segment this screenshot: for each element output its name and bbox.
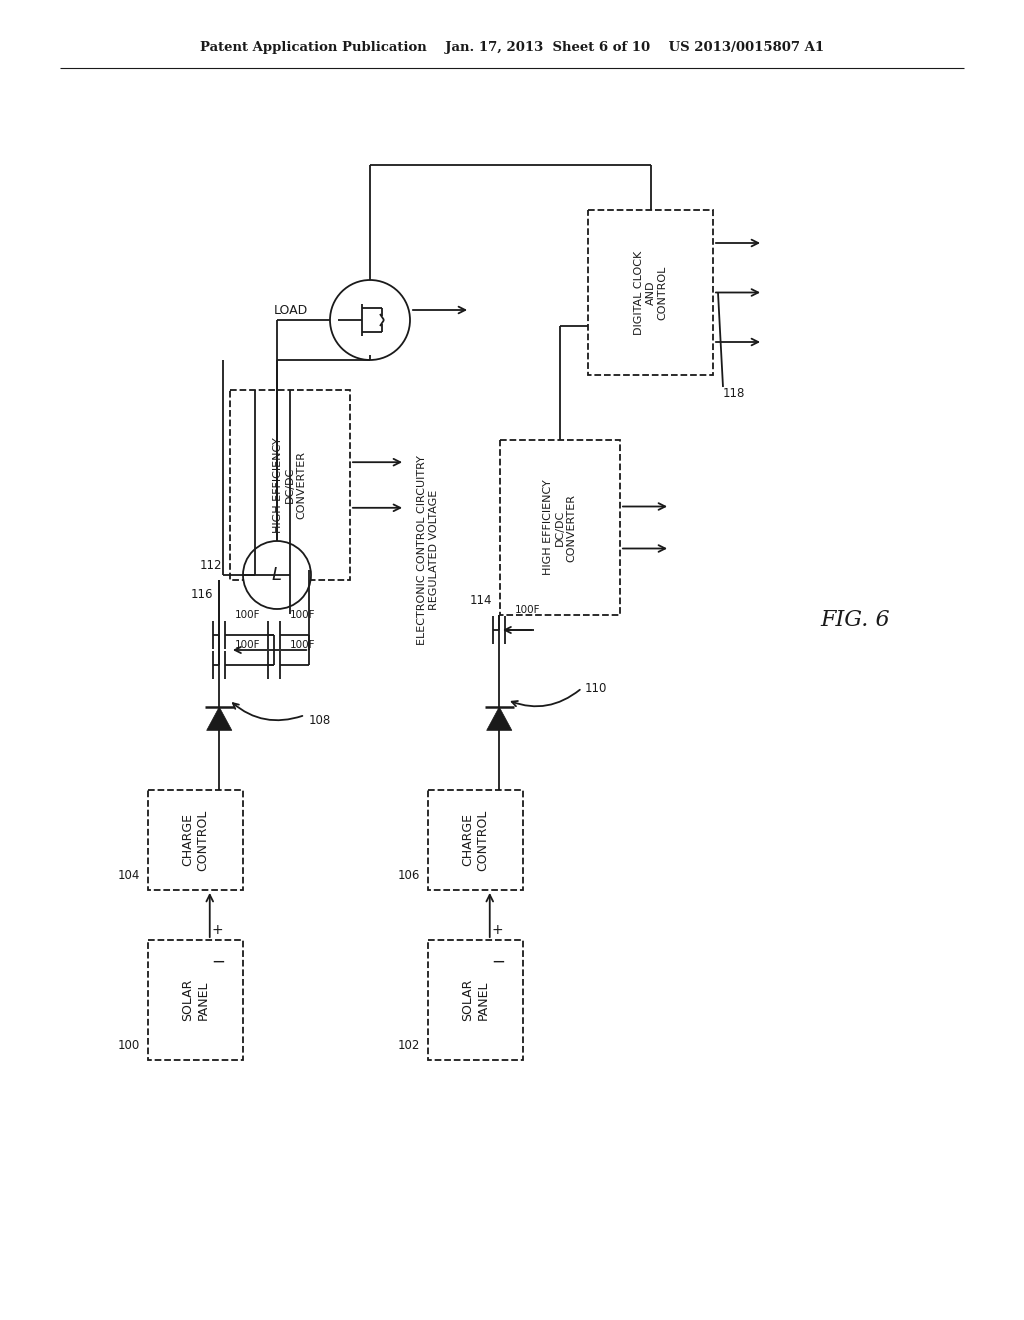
Text: 108: 108 bbox=[309, 714, 331, 726]
Circle shape bbox=[330, 280, 410, 360]
Text: 100F: 100F bbox=[234, 640, 260, 649]
Text: FIG. 6: FIG. 6 bbox=[820, 609, 890, 631]
Text: 100F: 100F bbox=[290, 610, 315, 620]
Polygon shape bbox=[486, 708, 512, 730]
Text: 104: 104 bbox=[118, 869, 140, 882]
Bar bbox=[230, 389, 350, 579]
Text: CHARGE
CONTROL: CHARGE CONTROL bbox=[462, 809, 489, 871]
Bar bbox=[500, 440, 620, 615]
Text: Patent Application Publication    Jan. 17, 2013  Sheet 6 of 10    US 2013/001580: Patent Application Publication Jan. 17, … bbox=[200, 41, 824, 54]
Text: DIGITAL CLOCK
AND
CONTROL: DIGITAL CLOCK AND CONTROL bbox=[634, 251, 667, 335]
Circle shape bbox=[243, 541, 311, 609]
Bar bbox=[428, 940, 523, 1060]
Polygon shape bbox=[207, 708, 231, 730]
Text: L: L bbox=[272, 566, 282, 583]
Text: −: − bbox=[211, 953, 224, 972]
Text: ELECTRONIC CONTROL CIRCUITRY
REGULATED VOLTAGE: ELECTRONIC CONTROL CIRCUITRY REGULATED V… bbox=[417, 455, 439, 645]
Text: 100F: 100F bbox=[514, 605, 540, 615]
Text: +: + bbox=[212, 923, 223, 937]
Text: HIGH EFFICIENCY
DC/DC
CONVERTER: HIGH EFFICIENCY DC/DC CONVERTER bbox=[544, 479, 577, 576]
Text: 106: 106 bbox=[397, 869, 420, 882]
Text: 100F: 100F bbox=[234, 610, 260, 620]
Text: 116: 116 bbox=[190, 589, 213, 602]
Text: +: + bbox=[492, 923, 504, 937]
Text: 100F: 100F bbox=[290, 640, 315, 649]
Text: CHARGE
CONTROL: CHARGE CONTROL bbox=[181, 809, 210, 871]
Bar bbox=[428, 789, 523, 890]
Text: 112: 112 bbox=[200, 558, 222, 572]
Text: HIGH EFFICIENCY
DC/DC
CONVERTER: HIGH EFFICIENCY DC/DC CONVERTER bbox=[273, 437, 306, 533]
Text: SOLAR
PANEL: SOLAR PANEL bbox=[181, 979, 210, 1022]
Text: 102: 102 bbox=[397, 1039, 420, 1052]
Text: 114: 114 bbox=[469, 594, 492, 607]
Text: −: − bbox=[490, 953, 505, 972]
Text: LOAD: LOAD bbox=[273, 304, 308, 317]
Text: 118: 118 bbox=[723, 387, 745, 400]
Text: SOLAR
PANEL: SOLAR PANEL bbox=[462, 979, 489, 1022]
Bar bbox=[148, 789, 243, 890]
Bar bbox=[148, 940, 243, 1060]
Bar bbox=[588, 210, 713, 375]
Text: 100: 100 bbox=[118, 1039, 140, 1052]
Text: 110: 110 bbox=[585, 681, 607, 694]
